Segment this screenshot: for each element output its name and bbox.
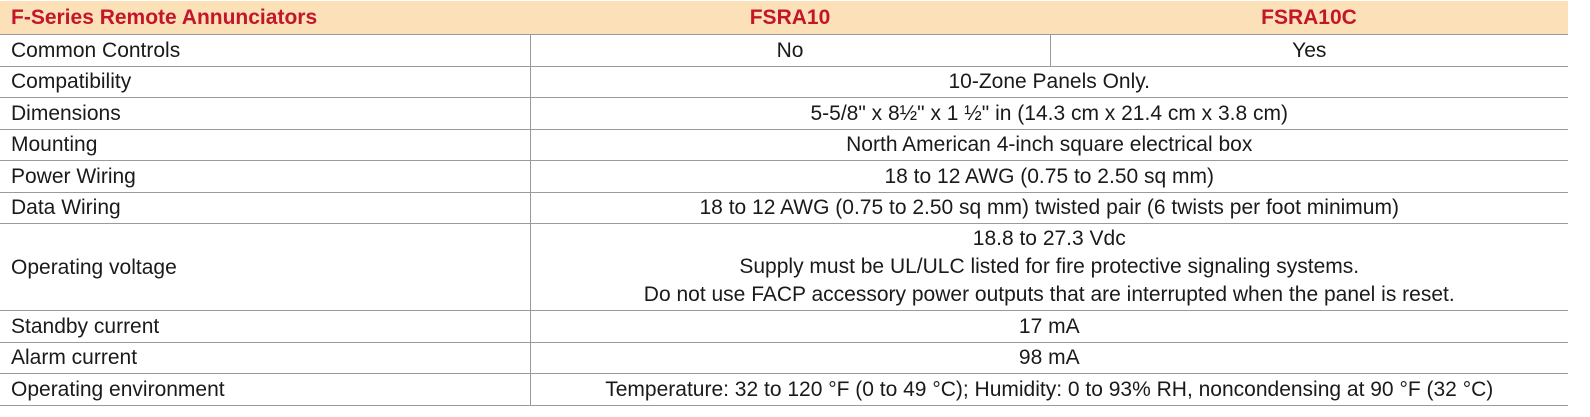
table-row: Common Controls No Yes (0, 34, 1568, 67)
row-label: Operating environment (0, 373, 530, 406)
column-header-fsra10c: FSRA10C (1050, 1, 1568, 35)
column-header-fsra10: FSRA10 (530, 1, 1050, 35)
table-title: F-Series Remote Annunciators (0, 1, 530, 35)
table-row: Operating voltage 18.8 to 27.3 Vdc Suppl… (0, 223, 1568, 311)
cell-value: 18 to 12 AWG (0.75 to 2.50 sq mm) (529, 160, 1568, 193)
cell-value: 18 to 12 AWG (0.75 to 2.50 sq mm) twiste… (529, 192, 1568, 224)
row-label: Data Wiring (0, 192, 530, 224)
row-label: Operating voltage (0, 223, 530, 311)
table-row: Mounting North American 4-inch square el… (0, 129, 1568, 161)
cell-value: 17 mA (529, 310, 1568, 343)
table-row: Dimensions 5-5/8" x 8½" x 1 ½" in (14.3 … (0, 97, 1568, 130)
table-row: Standby current 17 mA (0, 310, 1568, 343)
table-row: Data Wiring 18 to 12 AWG (0.75 to 2.50 s… (0, 192, 1568, 224)
cell-value: 5-5/8" x 8½" x 1 ½" in (14.3 cm x 21.4 c… (529, 97, 1568, 130)
voltage-note-line: Supply must be UL/ULC listed for fire pr… (739, 255, 1360, 278)
row-label: Power Wiring (0, 160, 530, 193)
row-label: Compatibility (0, 66, 530, 98)
table-row: Power Wiring 18 to 12 AWG (0.75 to 2.50 … (0, 160, 1568, 193)
cell-value: 98 mA (529, 342, 1568, 374)
row-label: Standby current (0, 310, 530, 343)
table-row: Alarm current 98 mA (0, 342, 1568, 374)
row-label: Dimensions (0, 97, 530, 130)
voltage-line: 18.8 to 27.3 Vdc (972, 227, 1126, 250)
row-label: Common Controls (0, 34, 530, 67)
spec-table: F-Series Remote Annunciators FSRA10 FSRA… (0, 1, 1568, 406)
cell-value: 10-Zone Panels Only. (529, 66, 1568, 98)
cell-value: Temperature: 32 to 120 °F (0 to 49 °C); … (529, 373, 1568, 406)
row-label: Mounting (0, 129, 530, 161)
cell-value-fsra10c: Yes (1049, 34, 1568, 67)
row-label: Alarm current (0, 342, 530, 374)
header-row: F-Series Remote Annunciators FSRA10 FSRA… (0, 1, 1568, 35)
cell-value-fsra10: No (529, 34, 1050, 67)
table-row: Compatibility 10-Zone Panels Only. (0, 66, 1568, 98)
voltage-note-line: Do not use FACP accessory power outputs … (643, 283, 1455, 306)
table-row: Operating environment Temperature: 32 to… (0, 373, 1568, 406)
cell-value: North American 4-inch square electrical … (529, 129, 1568, 161)
cell-value-multiline: 18.8 to 27.3 Vdc Supply must be UL/ULC l… (529, 223, 1568, 311)
